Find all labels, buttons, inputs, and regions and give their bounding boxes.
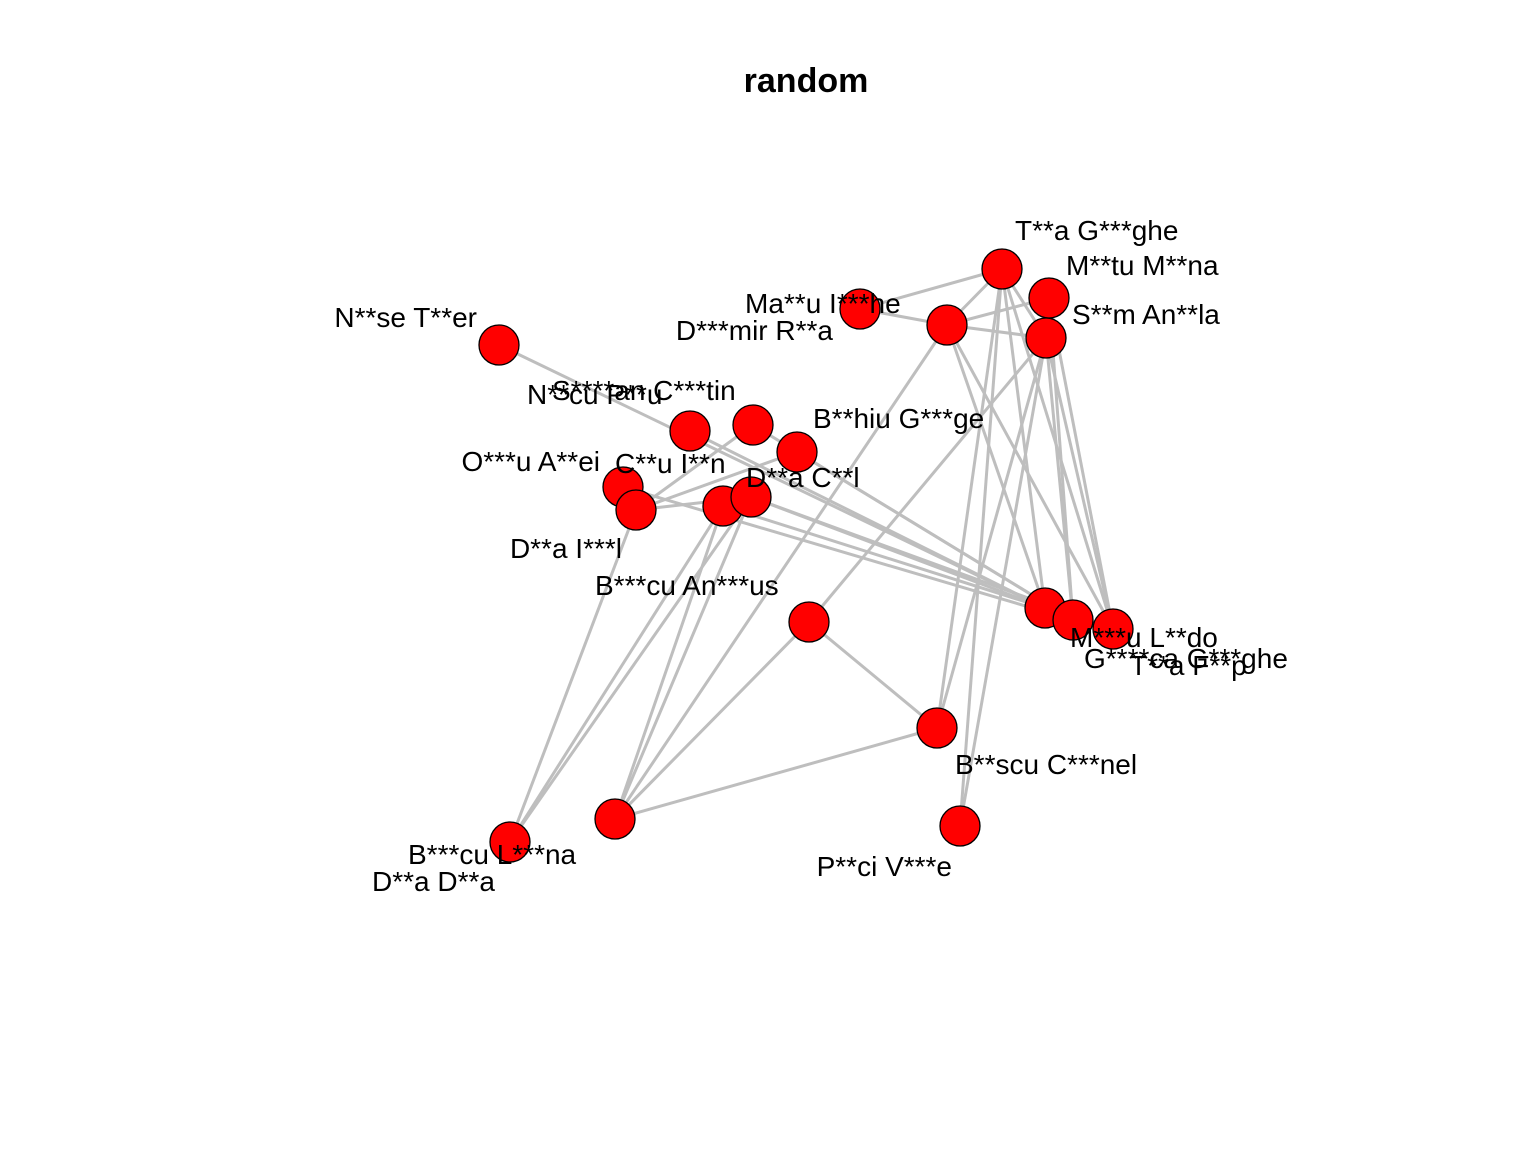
- node-label-dil: D**a I***l: [510, 533, 622, 564]
- edge-sam-bcn: [935, 337, 1048, 729]
- node-ggh[interactable]: [1052, 599, 1094, 641]
- node-label-cin: C**u I**n: [615, 448, 726, 479]
- edge-bcn-dda: [614, 726, 938, 821]
- edge-dcl-dda: [613, 496, 753, 820]
- node-label-mih: Ma**u I***he: [745, 288, 901, 319]
- node-label-sam: S**m An**la: [1072, 299, 1220, 330]
- edge-cin-mld: [722, 504, 1046, 610]
- node-mih[interactable]: [839, 288, 881, 330]
- edge-dil-scs: [635, 423, 754, 512]
- node-label-bcn: B**scu C***nel: [955, 749, 1137, 780]
- edge-npu-mld: [689, 429, 1046, 610]
- node-ban[interactable]: [788, 601, 830, 643]
- node-label-tga: T**a G***ghe: [1015, 215, 1178, 246]
- edge-cin-dda: [613, 505, 725, 820]
- node-sam[interactable]: [1025, 317, 1067, 359]
- edge-sam-pvi: [958, 337, 1048, 827]
- node-label-scs: S****an C***tin: [552, 375, 736, 406]
- node-nte[interactable]: [478, 324, 520, 366]
- node-label-dmr: D***mir R**a: [676, 315, 834, 346]
- edge-oae-ggh: [622, 485, 1074, 622]
- node-bcn[interactable]: [916, 707, 958, 749]
- edge-ban-bcn: [808, 620, 938, 730]
- edge-dmr-dda: [613, 324, 949, 820]
- node-label-npu: N**cu P**u: [527, 379, 662, 410]
- edge-sam-ban: [807, 337, 1048, 623]
- node-label-bhg: B**hiu G***ge: [813, 403, 984, 434]
- node-label-nte: N**se T**er: [334, 302, 477, 333]
- node-dcl[interactable]: [730, 476, 772, 518]
- edge-dil-bhg: [635, 450, 798, 512]
- node-label-mmn: M**tu M**na: [1066, 250, 1219, 281]
- edge-cin-bln: [508, 505, 725, 843]
- edge-tga-pvi: [958, 268, 1004, 827]
- edge-dil-bln: [508, 509, 638, 843]
- node-label-dcl: D**a C**l: [746, 462, 860, 493]
- edge-mih-tga: [859, 267, 1003, 311]
- node-label-ban: B***cu An***us: [595, 570, 779, 601]
- node-bhg[interactable]: [776, 431, 818, 473]
- node-label-dda: D**a D**a: [372, 866, 495, 897]
- edge-sam-tfp: [1044, 337, 1115, 630]
- edge-dmr-mld: [945, 324, 1047, 609]
- node-npu[interactable]: [669, 410, 711, 452]
- node-bln[interactable]: [489, 821, 531, 863]
- node-scs[interactable]: [732, 404, 774, 446]
- node-label-oae: O***u A**ei: [461, 446, 600, 477]
- edge-tga-bcn: [935, 268, 1004, 729]
- node-tga[interactable]: [981, 248, 1023, 290]
- node-dda[interactable]: [594, 798, 636, 840]
- edge-dcl-bln: [508, 496, 753, 843]
- node-dil[interactable]: [615, 489, 657, 531]
- node-dmr[interactable]: [926, 304, 968, 346]
- edge-dmr-tfp: [945, 324, 1115, 630]
- edge-bhg-ggh: [796, 450, 1074, 622]
- edge-ban-dda: [613, 620, 811, 821]
- edge-tga-mld: [1000, 268, 1047, 609]
- graph-title: random: [744, 62, 869, 100]
- node-label-pvi: P**ci V***e: [817, 851, 952, 882]
- labels-layer: T**a G***ghe M**tu M**na Ma**u I***heD***m…: [334, 215, 1288, 897]
- node-mmn[interactable]: [1028, 277, 1070, 319]
- node-tfp[interactable]: [1092, 608, 1134, 650]
- node-label-bln: B***cu L***na: [408, 839, 577, 870]
- node-label-mld: M***u L**do: [1070, 622, 1218, 653]
- node-pvi[interactable]: [939, 805, 981, 847]
- nodes-layer: [478, 248, 1134, 863]
- edge-sam-ggh: [1044, 337, 1075, 621]
- node-label-tfp: T**a F**p: [1130, 650, 1247, 681]
- node-label-ggh: G****ca G***ghe: [1084, 643, 1288, 674]
